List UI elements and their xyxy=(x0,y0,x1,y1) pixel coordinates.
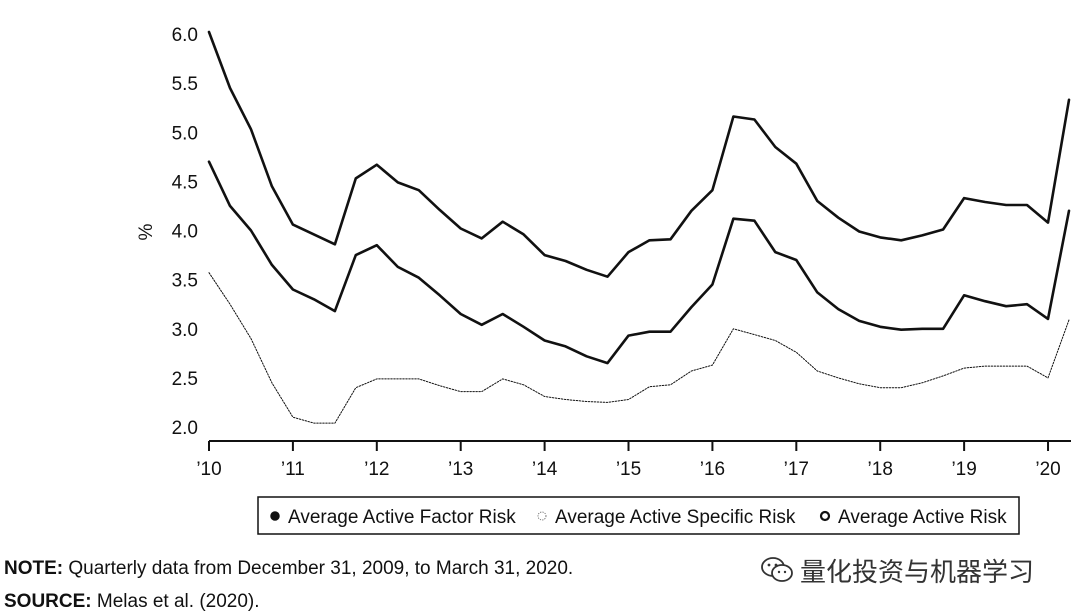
x-tick-label: ’20 xyxy=(1035,459,1060,480)
legend-label: Average Active Risk xyxy=(838,507,1007,528)
series-line-1 xyxy=(208,272,1070,424)
legend-items: Average Active Factor Risk Average Active… xyxy=(270,507,1007,528)
source-text: Melas et al. (2020). xyxy=(91,591,260,612)
wechat-icon xyxy=(761,557,793,582)
legend-box xyxy=(257,496,1020,535)
legend-marker xyxy=(537,511,547,521)
y-tick-label: 4.5 xyxy=(172,172,198,193)
y-tick-label: 2.0 xyxy=(172,418,198,439)
source-line: SOURCE: Melas et al. (2020). xyxy=(4,591,260,613)
y-tick-label: 3.0 xyxy=(172,320,198,341)
x-tick-label: ’16 xyxy=(700,459,725,480)
y-tick-label: 5.5 xyxy=(172,74,198,95)
source-label: SOURCE: xyxy=(4,591,92,612)
legend-marker xyxy=(270,511,280,521)
series-line-0 xyxy=(207,160,1071,365)
x-tick-label: ’19 xyxy=(951,459,976,480)
x-tick-label: ’11 xyxy=(281,459,305,480)
legend-marker xyxy=(819,510,831,522)
y-tick-label: 3.5 xyxy=(172,271,198,292)
y-tick-label: 5.0 xyxy=(172,123,198,144)
x-tick-label: ’13 xyxy=(448,459,473,480)
x-axis-ticks: ’10 ’11 ’12 ’13 ’14 ’15 ’16 ’17 ’18 ’19 ’20 xyxy=(196,441,1061,480)
x-tick-label: ’10 xyxy=(196,459,221,480)
x-tick-label: ’14 xyxy=(532,459,558,480)
series-lines xyxy=(207,30,1071,424)
x-tick-label: ’12 xyxy=(364,459,389,480)
note-line: NOTE: Quarterly data from December 31, 2… xyxy=(4,558,573,580)
series-line-2 xyxy=(207,30,1071,279)
y-tick-label: 2.5 xyxy=(172,369,198,390)
x-tick-label: ’18 xyxy=(868,459,893,480)
legend-label: Average Active Specific Risk xyxy=(555,507,796,528)
legend: Average Active Factor Risk Average Active… xyxy=(257,496,1020,535)
note-label: NOTE: xyxy=(4,558,64,579)
x-tick-label: ’15 xyxy=(616,459,641,480)
y-axis-ticks: 2.0 2.5 3.0 3.5 4.0 4.5 5.0 5.5 6.0 xyxy=(172,25,198,439)
watermark-text: 量化投资与机器学习 xyxy=(800,557,1035,588)
y-tick-label: 4.0 xyxy=(172,222,198,243)
x-tick-label: ’17 xyxy=(784,459,809,480)
y-tick-label: 6.0 xyxy=(172,25,198,46)
legend-label: Average Active Factor Risk xyxy=(288,507,516,528)
watermark: 量化投资与机器学习 xyxy=(760,550,1060,590)
y-axis-label: % xyxy=(136,223,157,240)
note-text: Quarterly data from December 31, 2009, t… xyxy=(63,558,574,579)
